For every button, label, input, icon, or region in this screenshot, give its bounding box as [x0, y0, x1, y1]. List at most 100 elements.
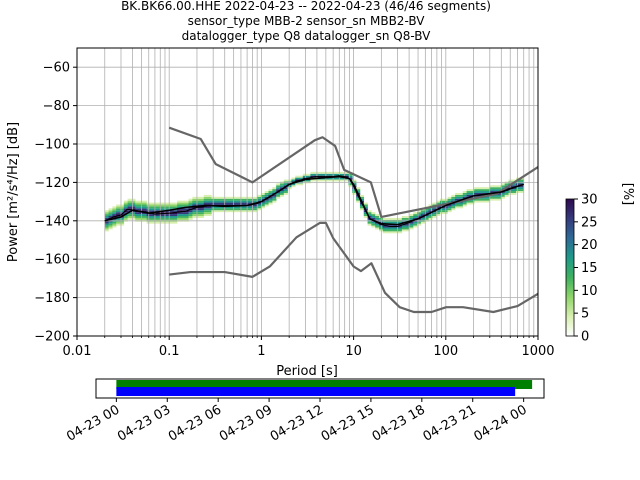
heatmap-cell	[131, 214, 136, 216]
heatmap-cell	[409, 216, 414, 218]
heatmap-cell	[398, 229, 403, 232]
heatmap-cell	[401, 229, 406, 232]
heatmap-cell	[504, 192, 509, 195]
curve-nlnm	[169, 221, 539, 314]
heatmap-cell	[481, 198, 486, 201]
colorbar-ticks: 0 5 10 15 20 25 30	[574, 193, 598, 345]
heatmap-cell	[112, 212, 117, 215]
heatmap-cell	[241, 206, 246, 209]
heatmap-cell	[436, 212, 441, 215]
heatmap-cell	[447, 204, 452, 207]
heatmap-cell	[215, 196, 220, 199]
heatmap-cell	[142, 210, 147, 213]
heatmap-cell	[119, 214, 125, 216]
heatmap-cell	[123, 210, 128, 213]
heatmap-cell	[150, 210, 155, 213]
heatmap-cell	[154, 210, 159, 213]
y-tick-label: −140	[34, 214, 70, 229]
heatmap-cell	[462, 202, 467, 205]
coverage-tick-label: 04-23 09	[217, 402, 275, 444]
heatmap-cell	[150, 214, 155, 216]
heatmap-cell	[257, 196, 262, 199]
heatmap-cell	[481, 187, 486, 190]
coverage-tick-label: 04-23 00	[64, 402, 122, 444]
heatmap-cell	[321, 171, 326, 174]
heatmap-cell	[192, 212, 197, 215]
heatmap-cell	[375, 217, 380, 220]
heatmap-cell	[116, 214, 121, 216]
heatmap-cell	[413, 212, 418, 215]
heatmap-cell	[104, 216, 109, 218]
heatmap-cell	[447, 200, 452, 203]
heatmap-cell	[165, 221, 170, 224]
heatmap-cell	[356, 200, 361, 203]
heatmap-cell	[173, 204, 178, 207]
heatmap-cell	[359, 196, 365, 199]
heatmap-cell	[478, 187, 483, 190]
heatmap-cell	[489, 191, 494, 193]
heatmap-cell	[123, 206, 128, 209]
y-tick-label: −160	[34, 253, 70, 268]
heatmap-cell	[489, 187, 494, 190]
heatmap-cell	[504, 194, 509, 197]
coverage-bar-data	[116, 380, 533, 389]
heatmap-cell	[135, 212, 140, 215]
heatmap-cell	[177, 206, 182, 209]
heatmap-cell	[299, 177, 304, 180]
heatmap-cell	[154, 206, 159, 209]
heatmap-cell	[436, 200, 441, 203]
heatmap-cell	[119, 206, 125, 209]
heatmap-cell	[196, 212, 201, 215]
heatmap-cell	[447, 208, 452, 211]
heatmap-cell	[245, 198, 250, 201]
heatmap-cell	[470, 191, 475, 193]
heatmap-cell	[234, 196, 239, 199]
heatmap-cell	[359, 204, 365, 207]
heatmap-cell	[150, 204, 155, 207]
heatmap-cell	[276, 185, 281, 188]
heatmap-cell	[260, 206, 266, 209]
heatmap-cell	[180, 214, 186, 216]
heatmap-cell	[184, 217, 189, 220]
heatmap-cell	[142, 204, 147, 207]
heatmap-cell	[207, 202, 212, 205]
heatmap-cell	[188, 212, 193, 215]
heatmap-cell	[375, 225, 380, 228]
heatmap-cell	[382, 229, 387, 232]
heatmap-cell	[199, 196, 205, 199]
heatmap-cell	[215, 208, 220, 211]
heatmap-cell	[314, 171, 319, 174]
heatmap-cell	[165, 216, 170, 218]
heatmap-cell	[188, 216, 193, 218]
heatmap-cell	[519, 191, 525, 193]
heatmap-cell	[359, 194, 365, 197]
heatmap-cell	[455, 204, 460, 207]
x-tick-label: 0.01	[63, 344, 92, 359]
heatmap-cell	[169, 214, 174, 216]
heatmap-cell	[196, 210, 201, 213]
heatmap-cell	[306, 175, 311, 178]
heatmap-cell	[127, 217, 132, 220]
heatmap-cell	[371, 225, 376, 228]
heatmap-cell	[401, 225, 406, 228]
heatmap-cell	[455, 202, 460, 205]
heatmap-cell	[352, 179, 357, 182]
heatmap-cell	[127, 200, 132, 203]
heatmap-cell	[401, 217, 406, 220]
heatmap-cell	[215, 200, 220, 203]
heatmap-cell	[108, 227, 113, 230]
heatmap-cell	[382, 225, 387, 228]
heatmap-cell	[451, 194, 456, 197]
heatmap-cell	[428, 214, 433, 216]
heatmap-cell	[249, 200, 254, 203]
heatmap-cell	[123, 214, 128, 216]
heatmap-cell	[466, 189, 471, 192]
heatmap-cell	[131, 206, 136, 209]
heatmap-cell	[196, 202, 201, 205]
heatmap-cell	[283, 183, 288, 186]
coverage-tick-label: 04-23 15	[319, 402, 377, 444]
heatmap-cell	[359, 208, 365, 211]
heatmap-cell	[184, 208, 189, 211]
heatmap-cell	[180, 208, 186, 211]
heatmap-cell	[207, 194, 212, 197]
